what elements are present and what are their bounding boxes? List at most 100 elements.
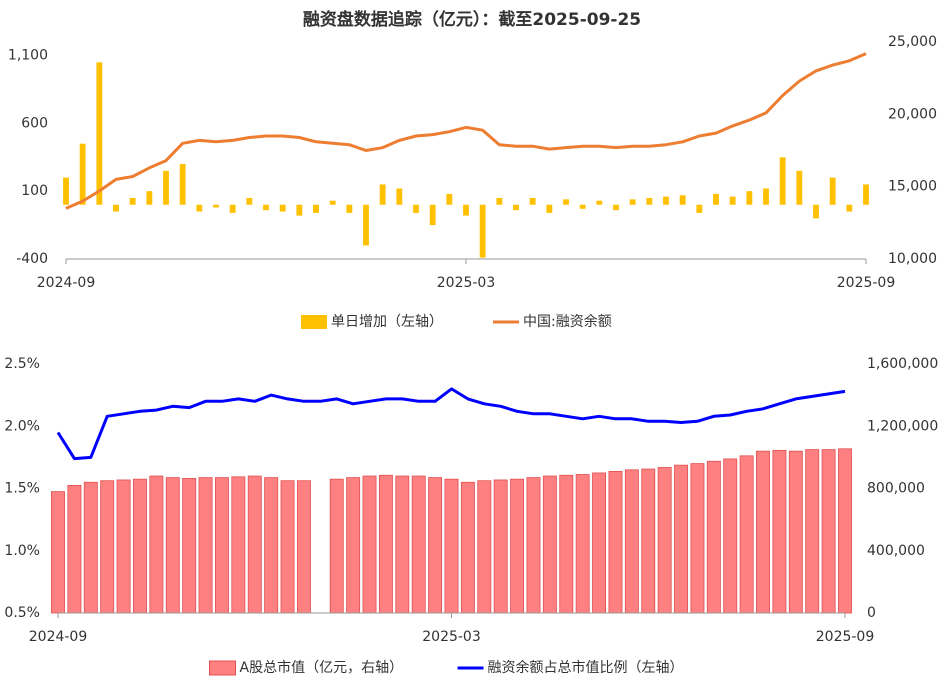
- bar: [83, 481, 98, 614]
- bar: [529, 197, 536, 205]
- bar: [526, 477, 541, 614]
- bar: [146, 191, 153, 205]
- line: [65, 52, 867, 210]
- bar: [460, 481, 475, 614]
- bar: [863, 184, 869, 205]
- bar: [51, 491, 65, 614]
- bar: [296, 480, 311, 614]
- bar: [67, 484, 82, 614]
- bar: [395, 475, 410, 614]
- bar: [510, 478, 525, 614]
- bar: [772, 449, 787, 614]
- bar: [196, 204, 203, 212]
- bar: [613, 204, 619, 211]
- bar: [542, 475, 557, 614]
- bar: [329, 200, 336, 205]
- bar: [363, 204, 369, 246]
- bar: [805, 449, 820, 614]
- y2-tick-label: 800,000: [867, 481, 925, 497]
- y-tick-label: -400: [16, 251, 48, 267]
- bar: [428, 477, 443, 614]
- x-tick-label: 2025-03: [422, 629, 481, 645]
- bar: [446, 193, 453, 205]
- bar: [411, 475, 426, 614]
- bar: [149, 475, 164, 614]
- bar: [378, 474, 393, 614]
- x-tick-label: 2024-09: [29, 629, 88, 645]
- bar: [63, 177, 69, 205]
- bar: [641, 468, 656, 614]
- bar: [247, 475, 262, 614]
- bar: [821, 449, 836, 614]
- y-tick-label: 1.0%: [4, 543, 40, 559]
- bar: [346, 477, 361, 614]
- y2-tick-label: 20,000: [888, 106, 937, 122]
- legend-label: 单日增加（左轴）: [331, 314, 443, 330]
- bar: [796, 170, 803, 205]
- bar: [116, 479, 131, 614]
- legend-label: 中国:融资余额: [523, 313, 612, 330]
- y2-tick-label: 10,000: [888, 251, 937, 267]
- y-tick-label: 2.0%: [4, 418, 40, 434]
- bar: [846, 204, 853, 212]
- bar: [496, 197, 503, 205]
- bar: [413, 204, 419, 213]
- x-tick-label: 2025-03: [437, 275, 496, 291]
- bar: [756, 450, 770, 614]
- bar: [838, 448, 852, 614]
- bar: [229, 204, 236, 213]
- y-tick-label: 1.5%: [4, 481, 40, 497]
- bar: [559, 474, 574, 614]
- y2-tick-label: 0: [867, 605, 876, 621]
- bar: [113, 204, 119, 212]
- bar: [296, 204, 303, 216]
- bar: [729, 196, 736, 205]
- legend-swatch: [209, 660, 236, 676]
- x-tick-label: 2025-09: [837, 275, 896, 291]
- bar: [133, 478, 147, 614]
- bar: [592, 472, 607, 614]
- bar: [264, 477, 279, 614]
- bar: [263, 204, 269, 211]
- y2-tick-label: 15,000: [888, 179, 937, 195]
- bar: [657, 467, 672, 614]
- bar: [679, 195, 686, 205]
- bar: [696, 204, 703, 213]
- bar: [214, 477, 229, 614]
- bar: [575, 474, 590, 614]
- bar: [163, 170, 169, 205]
- bar: [396, 188, 403, 205]
- y-tick-label: 2.5%: [4, 356, 40, 372]
- bar: [546, 204, 553, 213]
- bar: [429, 204, 436, 226]
- bar: [346, 204, 353, 213]
- bar: [279, 204, 286, 212]
- y-tick-label: 100: [21, 183, 48, 199]
- bar: [362, 475, 377, 614]
- y-tick-label: 600: [21, 115, 48, 131]
- legend-label: 融资余额占总市值比例（左轴）: [488, 659, 684, 676]
- y-tick-label: 1,100: [8, 48, 48, 64]
- bar: [79, 143, 86, 205]
- legend-label: A股总市值（亿元，右轴）: [240, 659, 404, 676]
- y-tick-label: 0.5%: [4, 605, 40, 621]
- y2-tick-label: 1,600,000: [867, 356, 938, 372]
- bar: [165, 477, 180, 614]
- bar: [179, 164, 186, 205]
- bar: [608, 470, 623, 614]
- bar: [713, 193, 719, 205]
- bar: [690, 463, 705, 614]
- bar: [213, 204, 219, 208]
- bar: [706, 460, 721, 614]
- bar: [624, 469, 639, 614]
- bar: [763, 188, 769, 205]
- y2-tick-label: 1,200,000: [867, 418, 938, 434]
- y2-tick-label: 400,000: [867, 543, 925, 559]
- bar: [182, 477, 197, 614]
- y2-tick-label: 25,000: [888, 34, 937, 50]
- legend-swatch: [301, 315, 327, 329]
- bar: [479, 204, 486, 258]
- bar: [313, 204, 319, 213]
- bar: [493, 479, 508, 614]
